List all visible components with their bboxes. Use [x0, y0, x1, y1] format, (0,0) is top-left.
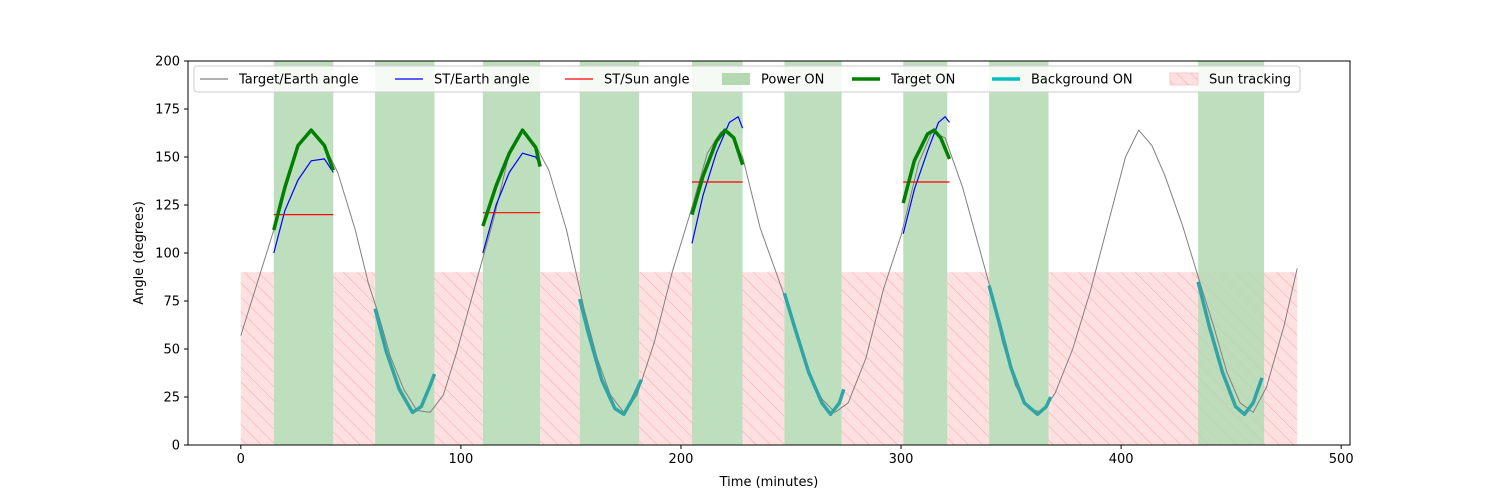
legend-item-st-sun: ST/Sun angle — [565, 73, 690, 88]
target_on-line-2 — [690, 128, 745, 216]
power-on-region-3 — [579, 61, 640, 445]
y-axis-label: Angle (degrees) — [132, 201, 147, 305]
axes: 0 100 200 300 400 500 0 25 50 75 100 125 150 175 200 — [155, 55, 1353, 468]
sun-tracking-hatch-4 — [639, 272, 692, 445]
y-tick-label-3: 75 — [163, 295, 180, 310]
y-tick-label-2: 50 — [163, 343, 180, 358]
x-tick-label-1: 100 — [448, 452, 473, 467]
legend: Target/Earth angle ST/Earth angle ST/Sun a… — [193, 65, 1301, 93]
legend-item-sun-tracking: Sun tracking — [1169, 73, 1291, 88]
power-on-region-7 — [989, 61, 1049, 445]
x-tick-label-3: 300 — [889, 452, 914, 467]
x-axis-label: Time (minutes) — [719, 475, 819, 490]
y-tick-label-7: 175 — [155, 103, 180, 118]
power-on-region-1 — [375, 61, 435, 445]
sun-tracking-hatch-7 — [947, 272, 990, 445]
legend-label-st-sun: ST/Sun angle — [604, 73, 690, 88]
legend-swatch-sun-tracking-hatch — [1170, 73, 1198, 85]
background_on-line-4 — [1196, 281, 1264, 417]
legend-item-target-on: Target ON — [852, 73, 955, 88]
sun-tracking-hatch-1 — [333, 272, 376, 445]
target_on-line-3 — [901, 128, 952, 204]
shaded-regions — [240, 61, 1298, 445]
power-on-region-2 — [482, 61, 541, 445]
power-on-region-5 — [784, 61, 842, 445]
legend-label-power-on: Power ON — [761, 73, 824, 88]
x-tick-label-5: 500 — [1329, 452, 1354, 467]
series-lines — [240, 116, 1298, 417]
y-tick-label-6: 150 — [155, 151, 180, 166]
sun-tracking-hatch-3 — [540, 272, 580, 445]
target_on-line-0 — [272, 128, 335, 231]
legend-item-st-earth: ST/Earth angle — [395, 73, 530, 88]
x-tick-label-2: 200 — [669, 452, 694, 467]
x-tick-label-4: 400 — [1109, 452, 1134, 467]
legend-label-background-on: Background ON — [1031, 73, 1133, 88]
x-tick-label-0: 0 — [237, 452, 245, 467]
power-on-region-0 — [273, 61, 334, 445]
legend-swatch-power-on — [722, 73, 750, 85]
st_earth-line-3 — [902, 116, 950, 234]
y-tick-label-1: 25 — [163, 391, 180, 406]
st_earth-line-2 — [691, 116, 744, 244]
target_on-line-1 — [481, 128, 542, 227]
sun-tracking-hatch-0 — [240, 272, 274, 445]
y-tick-label-0: 0 — [172, 439, 180, 454]
legend-label-target-earth: Target/Earth angle — [238, 73, 359, 88]
background_on-line-2 — [782, 292, 846, 417]
sun-tracking-hatch-6 — [841, 272, 904, 445]
y-tick-label-4: 100 — [155, 247, 180, 262]
target_earth-line-0 — [240, 129, 1298, 413]
background_on-line-3 — [987, 285, 1053, 417]
legend-label-target-on: Target ON — [890, 73, 955, 88]
st_earth-line-0 — [273, 158, 334, 254]
power-on-region-8 — [1198, 61, 1265, 445]
sun-tracking-hatch-2 — [434, 272, 483, 445]
background_on-line-0 — [373, 308, 437, 415]
background_on-line-1 — [578, 298, 643, 417]
legend-label-sun-tracking: Sun tracking — [1209, 73, 1291, 88]
y-tick-label-5: 125 — [155, 199, 180, 214]
legend-item-background-on: Background ON — [992, 73, 1133, 88]
power-on-region-4 — [691, 61, 743, 445]
y-tick-label-8: 200 — [155, 55, 180, 70]
legend-label-st-earth: ST/Earth angle — [434, 73, 530, 88]
legend-item-power-on: Power ON — [722, 73, 824, 88]
legend-item-target-earth: Target/Earth angle — [200, 73, 359, 88]
sun-tracking-hatch-5 — [742, 272, 785, 445]
power-on-region-6 — [903, 61, 948, 445]
